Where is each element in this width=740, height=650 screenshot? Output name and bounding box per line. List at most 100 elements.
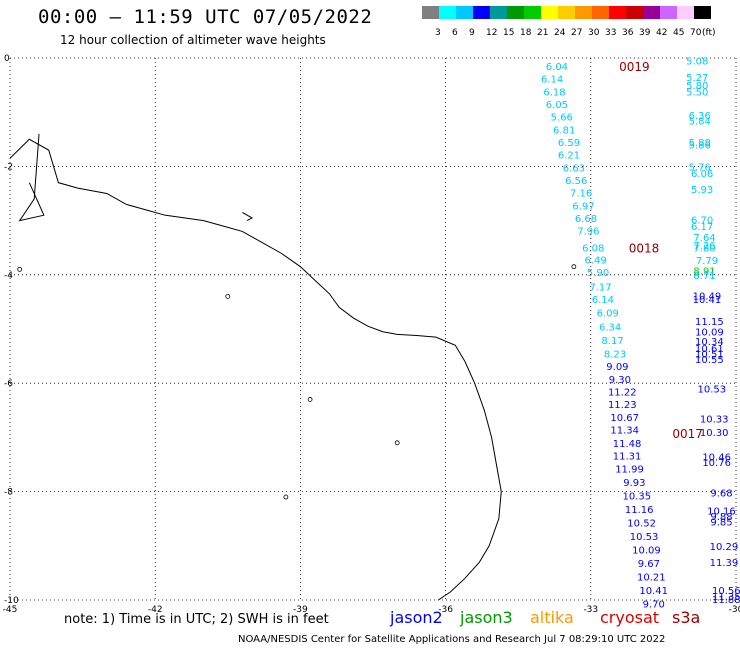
- bottom-note: note: 1) Time is in UTC; 2) SWH is in fe…: [64, 612, 329, 627]
- wave-height-label: 6.70: [691, 216, 713, 227]
- lon-tick-label: -45: [3, 605, 18, 615]
- wave-height-label: 10.35: [622, 491, 651, 502]
- wave-height-label: 5.90: [587, 268, 609, 279]
- island-dot: [394, 440, 400, 446]
- lat-tick-label: -8: [4, 488, 13, 498]
- wave-height-label: 10.61: [695, 344, 724, 355]
- wave-height-label: 11.39: [710, 558, 739, 569]
- island-dot: [283, 494, 289, 500]
- wave-height-label: 7.96: [577, 226, 599, 237]
- wave-height-label: 10.09: [695, 328, 724, 339]
- wave-height-label: 10.16: [707, 507, 736, 518]
- wave-height-label: 7.64: [693, 233, 715, 244]
- colorbar-swatch: [456, 6, 473, 19]
- wave-height-label: 10.76: [702, 458, 731, 469]
- lon-tick-label: -39: [293, 605, 308, 615]
- lon-tick-label: -33: [583, 605, 598, 615]
- colorbar-label: 39: [639, 28, 651, 38]
- colorbar-label: 42: [656, 28, 668, 38]
- colorbar-swatch: [677, 6, 694, 19]
- lon-tick-label: -36: [438, 605, 453, 615]
- wave-height-label: 6.04: [546, 62, 568, 73]
- wave-height-label: 10.49: [693, 291, 722, 302]
- wave-height-label: 11.34: [610, 425, 639, 436]
- wave-height-label: 8.71: [693, 271, 715, 282]
- wave-height-label: 5.50: [686, 88, 708, 99]
- colorbar-swatch: [422, 6, 439, 19]
- colorbar-label: 45: [673, 28, 685, 38]
- colorbar-label: 18: [520, 28, 532, 38]
- wave-height-label: 6.21: [558, 150, 580, 161]
- wave-height-label: 10.51: [695, 349, 724, 360]
- wave-height-label: 7.26: [693, 241, 715, 252]
- legend-jason2: jason2: [390, 608, 443, 627]
- wave-height-label: 6.59: [558, 138, 580, 149]
- colorbar-swatch: [660, 6, 677, 19]
- wave-height-label: 7.16: [570, 188, 592, 199]
- wave-height-label: 9.85: [710, 517, 732, 528]
- legend-altika: altika: [530, 608, 574, 627]
- wave-height-label: 10.34: [695, 337, 724, 348]
- wave-height-label: 6.56: [565, 176, 587, 187]
- colorbar-label: 15: [503, 28, 515, 38]
- map-title: 00:00 – 11:59 UTC 07/05/2022: [38, 6, 373, 28]
- island: [18, 133, 45, 222]
- wave-height-label: 10.53: [697, 385, 726, 396]
- wave-height-label: 6.49: [585, 256, 607, 267]
- colorbar-swatch: [439, 6, 456, 19]
- wave-height-label: 10.30: [700, 428, 729, 439]
- wave-height-label: 6.63: [563, 163, 585, 174]
- wave-height-label: 11.16: [625, 505, 654, 516]
- colorbar-swatch: [507, 6, 524, 19]
- wave-height-label: 8.17: [601, 336, 623, 347]
- wave-height-label: 11.35: [712, 592, 740, 603]
- colorbar-label: 12: [486, 28, 498, 38]
- wave-height-label: 8.91: [693, 266, 715, 277]
- wave-height-label: 6.97: [572, 201, 594, 212]
- wave-height-label: 6.08: [582, 244, 604, 255]
- island: [242, 212, 254, 222]
- legend-jason3: jason3: [460, 608, 513, 627]
- wave-height-label: 6.17: [691, 222, 713, 233]
- colorbar-swatch: [524, 6, 541, 19]
- colorbar-swatch: [694, 6, 711, 19]
- wave-height-label: 10.33: [700, 414, 729, 425]
- wave-height-label: 6.05: [546, 100, 568, 111]
- colorbar-label: 70: [690, 28, 702, 38]
- wave-height-label: 5.84: [689, 116, 711, 127]
- wave-height-label: 10.55: [695, 355, 724, 366]
- wave-height-label: 10.53: [630, 532, 659, 543]
- island-dot: [225, 294, 231, 299]
- wave-height-label: 6.09: [597, 309, 619, 320]
- wave-height-label: 5.08: [686, 57, 708, 68]
- wave-height-label: 11.99: [615, 464, 644, 475]
- island-dot: [307, 397, 313, 402]
- colorbar-label: 6: [452, 28, 458, 38]
- wave-height-label: 9.88: [710, 512, 732, 523]
- wave-height-label: 9.70: [643, 599, 665, 610]
- wave-height-label: 10.41: [693, 295, 722, 306]
- lat-tick-label: 0: [4, 54, 10, 64]
- lat-tick-label: -10: [4, 596, 19, 606]
- wave-height-label: 10.41: [639, 586, 668, 597]
- colorbar-unit: (ft): [702, 28, 716, 38]
- wave-height-label: 10.29: [710, 542, 739, 553]
- wave-height-label: 9.68: [710, 489, 732, 500]
- colorbar-swatch: [575, 6, 592, 19]
- legend-s3a: s3a: [672, 608, 701, 627]
- credit-line: NOAA/NESDIS Center for Satellite Applica…: [238, 634, 666, 645]
- wave-height-label: 5.66: [551, 113, 573, 124]
- wave-height-label: 6.14: [541, 75, 563, 86]
- pass-id-label: 0019: [619, 60, 650, 74]
- wave-height-label: 6.14: [592, 295, 614, 306]
- wave-height-label: 8.23: [604, 349, 626, 360]
- colorbar-label: 3: [435, 28, 441, 38]
- wave-height-label: 10.52: [627, 518, 656, 529]
- island-dot: [17, 266, 23, 272]
- wave-height-label: 9.93: [623, 478, 645, 489]
- wave-height-label: 7.17: [589, 283, 611, 294]
- colorbar-label: 9: [469, 28, 475, 38]
- pass-id-label: 0018: [629, 242, 660, 256]
- map-subtitle: 12 hour collection of altimeter wave hei…: [60, 33, 326, 47]
